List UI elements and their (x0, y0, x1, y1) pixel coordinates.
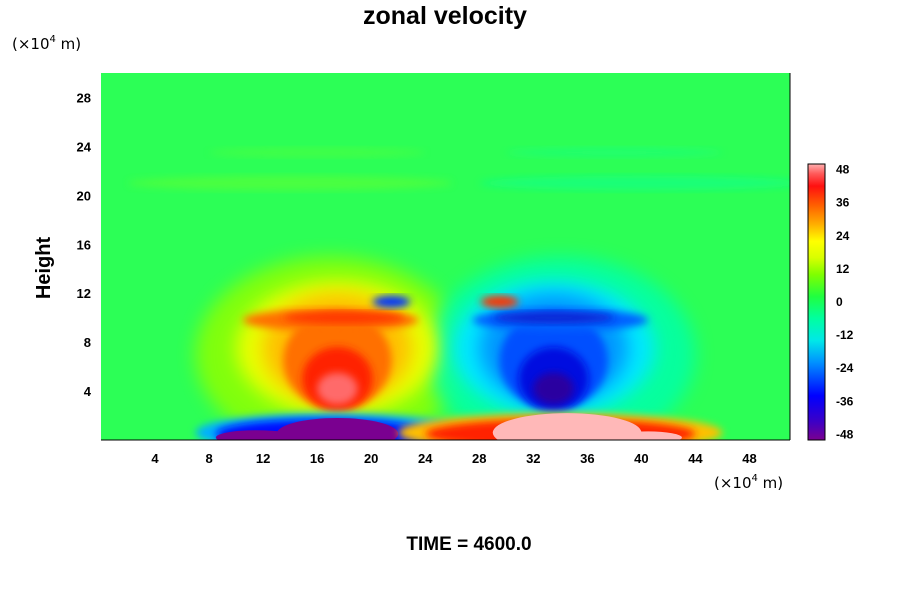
surface-negative-core (215, 430, 297, 440)
y-axis-label: Height (33, 237, 55, 300)
colorbar-tick-label: 36 (836, 196, 850, 210)
y-tick-label: 24 (77, 139, 92, 154)
colorbar: 48 36 24 12 0 -12 -24 -36 -48 (807, 163, 854, 442)
y-tick-labels: 4 8 12 16 20 24 28 (77, 90, 92, 399)
colorbar-tick-label: 48 (836, 163, 850, 177)
colorbar-tick-label: -48 (836, 427, 854, 441)
positive-core (317, 372, 358, 405)
colorbar-tick-label: -24 (836, 361, 854, 375)
colorbar-tick-label: -12 (836, 328, 854, 342)
colorbar-tick-labels: 48 36 24 12 0 -12 -24 -36 -48 (836, 163, 854, 442)
x-tick-label: 12 (256, 451, 270, 466)
x-tick-labels: 4 8 12 16 20 24 28 32 36 40 44 48 (151, 451, 756, 466)
x-tick-label: 8 (205, 451, 212, 466)
y-tick-label: 8 (84, 335, 91, 350)
upper-band (479, 175, 790, 191)
plot-area (101, 73, 791, 441)
y-tick-label: 12 (77, 286, 91, 301)
small-negative-cell (372, 295, 411, 308)
colorbar-tick-label: 12 (836, 262, 850, 276)
y-tick-label: 28 (77, 90, 91, 105)
surface-positive-core (614, 431, 682, 440)
upper-band (506, 147, 723, 158)
colorbar-fill (807, 163, 826, 441)
y-tick-label: 20 (77, 188, 91, 203)
colorbar-tick-label: 0 (836, 295, 843, 309)
x-tick-label: 24 (418, 451, 433, 466)
x-tick-label: 4 (151, 451, 159, 466)
y-unit-label: (×104 m) (12, 34, 81, 53)
positive-upper-band (283, 311, 405, 324)
y-tick-label: 4 (84, 384, 92, 399)
upper-band (209, 147, 426, 158)
chart-title: zonal velocity (363, 2, 527, 30)
time-label: TIME = 4600.0 (406, 534, 531, 555)
x-tick-label: 32 (526, 451, 540, 466)
x-tick-label: 48 (742, 451, 756, 466)
small-positive-cell (480, 295, 519, 308)
x-tick-label: 28 (472, 451, 486, 466)
surface-positive-core (492, 413, 642, 440)
upper-band (128, 175, 453, 191)
x-tick-label: 36 (580, 451, 594, 466)
x-tick-label: 20 (364, 451, 378, 466)
y-tick-label: 16 (77, 237, 91, 252)
colorbar-tick-label: -36 (836, 394, 854, 408)
surface-negative-core (276, 417, 399, 440)
velocity-field (128, 147, 790, 440)
negative-core (533, 372, 574, 405)
x-tick-label: 16 (310, 451, 324, 466)
x-tick-label: 44 (688, 451, 703, 466)
x-tick-label: 40 (634, 451, 648, 466)
x-unit-label: (×104 m) (714, 473, 783, 492)
colorbar-tick-label: 24 (836, 229, 850, 243)
negative-upper-band (492, 311, 615, 324)
